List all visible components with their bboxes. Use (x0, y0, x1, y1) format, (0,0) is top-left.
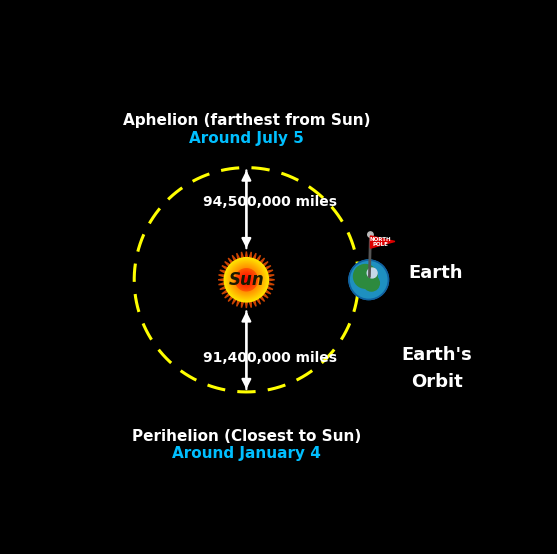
Polygon shape (228, 258, 233, 264)
Circle shape (233, 266, 260, 294)
Polygon shape (268, 275, 274, 277)
Text: Around January 4: Around January 4 (172, 445, 321, 460)
Circle shape (232, 265, 261, 294)
Circle shape (228, 261, 265, 299)
Circle shape (224, 258, 268, 302)
Circle shape (231, 264, 262, 295)
Circle shape (237, 271, 255, 289)
Polygon shape (222, 265, 228, 270)
Polygon shape (228, 296, 233, 301)
Circle shape (234, 267, 259, 293)
Circle shape (240, 273, 253, 286)
Polygon shape (265, 265, 271, 270)
Polygon shape (237, 300, 240, 306)
Text: 94,500,000 miles: 94,500,000 miles (203, 195, 337, 209)
Circle shape (238, 272, 254, 288)
Polygon shape (370, 236, 395, 248)
Text: Earth's: Earth's (402, 346, 472, 363)
Polygon shape (246, 252, 247, 258)
Polygon shape (220, 270, 226, 273)
Polygon shape (232, 299, 236, 304)
Circle shape (242, 276, 250, 284)
Polygon shape (257, 299, 261, 304)
Polygon shape (222, 290, 228, 294)
Polygon shape (263, 293, 268, 298)
Circle shape (235, 269, 257, 291)
Circle shape (349, 260, 388, 300)
Circle shape (243, 277, 249, 283)
Polygon shape (268, 279, 275, 281)
Circle shape (242, 275, 251, 284)
Text: Orbit: Orbit (411, 373, 463, 391)
Circle shape (227, 260, 266, 300)
Circle shape (226, 259, 267, 300)
Polygon shape (224, 261, 230, 266)
Polygon shape (260, 258, 265, 264)
Polygon shape (246, 302, 247, 308)
Circle shape (234, 268, 258, 292)
Text: Sun: Sun (228, 271, 264, 289)
Text: Perihelion (Closest to Sun): Perihelion (Closest to Sun) (132, 429, 361, 444)
Polygon shape (265, 290, 271, 294)
Circle shape (238, 271, 255, 288)
Circle shape (354, 265, 377, 288)
Circle shape (364, 275, 379, 291)
Polygon shape (242, 252, 243, 258)
Polygon shape (218, 275, 225, 277)
Polygon shape (224, 293, 230, 298)
Circle shape (236, 269, 257, 290)
Circle shape (233, 266, 260, 293)
Circle shape (227, 260, 266, 299)
Circle shape (231, 264, 262, 296)
Polygon shape (260, 296, 265, 301)
Polygon shape (267, 286, 273, 289)
Polygon shape (267, 270, 273, 273)
Circle shape (236, 270, 256, 290)
Text: NORTH
POLE: NORTH POLE (370, 237, 392, 247)
Polygon shape (218, 283, 225, 285)
Circle shape (229, 262, 264, 297)
Circle shape (355, 266, 369, 280)
Circle shape (237, 270, 256, 289)
Polygon shape (257, 255, 261, 261)
Circle shape (225, 258, 268, 301)
Circle shape (229, 263, 263, 297)
Circle shape (240, 274, 252, 286)
Polygon shape (218, 279, 224, 281)
Polygon shape (237, 253, 240, 259)
Polygon shape (250, 301, 251, 307)
Polygon shape (268, 283, 274, 285)
Circle shape (228, 261, 265, 298)
Polygon shape (263, 261, 268, 266)
Circle shape (241, 275, 251, 285)
Circle shape (243, 276, 250, 283)
Circle shape (232, 265, 261, 295)
Text: Around July 5: Around July 5 (189, 131, 304, 146)
Circle shape (241, 274, 252, 285)
Text: Earth: Earth (409, 264, 463, 282)
Circle shape (226, 259, 267, 301)
Text: 91,400,000 miles: 91,400,000 miles (203, 351, 337, 365)
Circle shape (245, 279, 247, 281)
Polygon shape (250, 252, 251, 258)
Polygon shape (242, 301, 243, 307)
Polygon shape (232, 255, 236, 261)
Circle shape (244, 278, 248, 282)
Circle shape (246, 279, 247, 280)
Circle shape (234, 268, 258, 291)
Circle shape (239, 273, 253, 287)
Polygon shape (220, 286, 226, 289)
Circle shape (230, 263, 263, 296)
Circle shape (367, 268, 377, 278)
Polygon shape (253, 300, 256, 306)
Circle shape (245, 278, 248, 281)
Circle shape (368, 232, 373, 237)
Text: Aphelion (farthest from Sun): Aphelion (farthest from Sun) (123, 112, 370, 127)
Polygon shape (253, 253, 256, 259)
